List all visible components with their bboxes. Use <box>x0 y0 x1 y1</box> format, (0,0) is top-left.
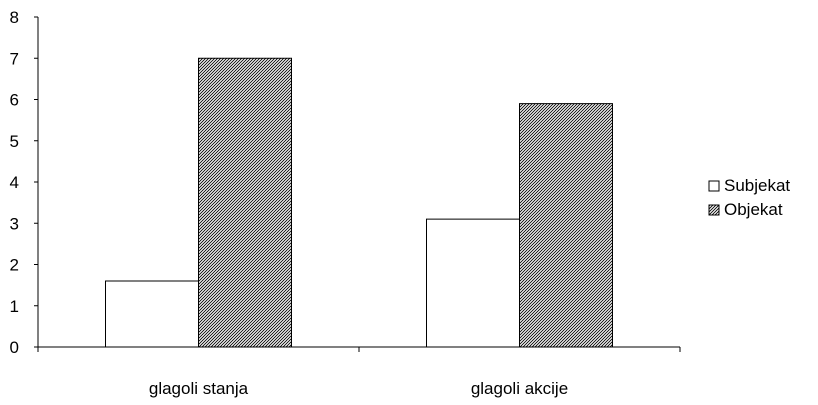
x-tick-label: glagoli akcije <box>471 379 568 398</box>
legend-swatch-objekat <box>708 204 720 216</box>
y-tick-label: 1 <box>10 297 19 316</box>
bar-subjekat-2 <box>426 218 520 348</box>
bars <box>105 57 613 348</box>
y-tick-label: 4 <box>10 173 19 192</box>
legend-label-subjekat: Subjekat <box>724 176 790 195</box>
bar-subjekat-1 <box>105 280 199 348</box>
y-tick-label: 7 <box>10 49 19 68</box>
y-tick-label: 5 <box>10 132 19 151</box>
legend-item-subjekat: Subjekat <box>708 176 790 195</box>
y-tick-label: 2 <box>10 256 19 275</box>
legend: Subjekat Objekat <box>708 176 790 219</box>
bar-objekat-2 <box>519 103 613 348</box>
y-axis-ticks: 0 1 2 3 4 5 6 7 8 <box>10 8 38 357</box>
y-tick-label: 3 <box>10 214 19 233</box>
legend-swatch-subjekat <box>708 180 720 192</box>
x-tick-label: glagoli stanja <box>149 379 249 398</box>
y-tick-label: 8 <box>10 8 19 27</box>
x-axis-ticks: glagoli stanja glagoli akcije <box>37 347 681 398</box>
bar-objekat-1 <box>198 57 292 348</box>
legend-item-objekat: Objekat <box>708 200 783 219</box>
legend-label-objekat: Objekat <box>724 200 783 219</box>
y-tick-label: 0 <box>10 338 19 357</box>
plot-area: 0 1 2 3 4 5 6 7 8 glagoli stanja glagoli akcije <box>10 8 681 398</box>
y-tick-label: 6 <box>10 91 19 110</box>
